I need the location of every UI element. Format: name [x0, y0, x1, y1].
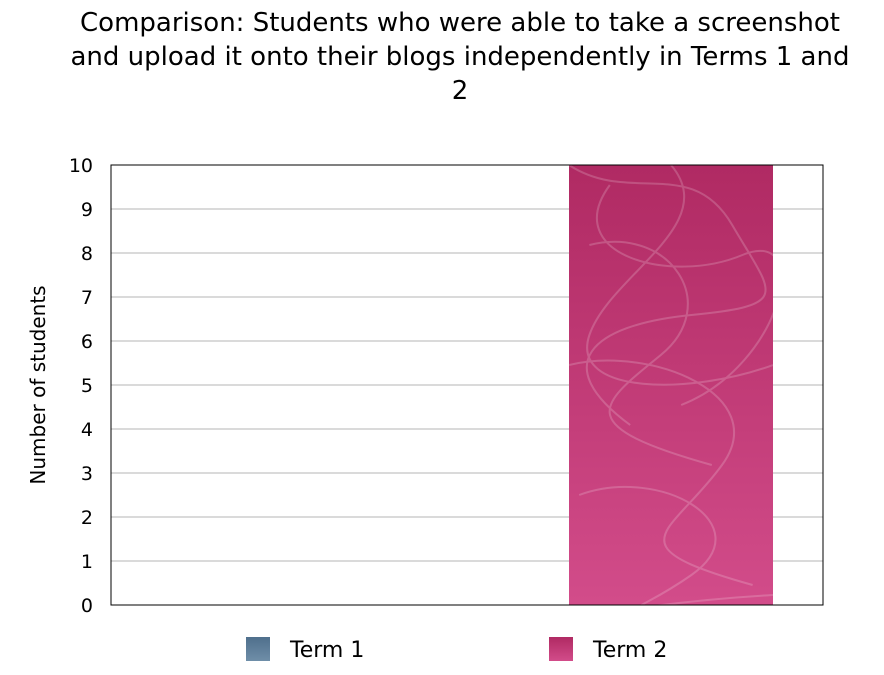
legend: Term 1 Term 2 [246, 637, 667, 663]
legend-swatch-term-2 [549, 637, 573, 661]
y-axis-ticks: 0 1 2 3 4 5 6 7 8 9 10 [69, 155, 93, 617]
bar-texture-swirl [569, 359, 753, 586]
y-axis-title: Number of students [26, 285, 50, 484]
y-tick-label: 0 [81, 595, 93, 617]
legend-label-term-1: Term 1 [289, 638, 364, 663]
legend-swatch-term-1 [246, 637, 270, 661]
legend-label-term-2: Term 2 [592, 638, 667, 663]
y-tick-label: 6 [81, 331, 93, 353]
y-tick-label: 7 [81, 287, 93, 309]
y-tick-label: 2 [81, 507, 93, 529]
bars [569, 165, 773, 605]
bar-texture [569, 165, 773, 605]
bar-texture-swirl [586, 165, 773, 386]
bar-texture-swirl [595, 184, 773, 406]
bar-texture-swirl [569, 165, 767, 426]
y-tick-label: 8 [81, 243, 93, 265]
y-tick-label: 5 [81, 375, 93, 397]
plot-area [110, 164, 824, 606]
y-tick-label: 9 [81, 199, 93, 221]
y-tick-label: 1 [81, 551, 93, 573]
bar-texture-swirl [589, 240, 713, 466]
y-tick-label: 3 [81, 463, 93, 485]
y-tick-label: 4 [81, 419, 93, 441]
bar-term-2 [569, 165, 773, 605]
chart-title: Comparison: Students who were able to ta… [70, 8, 850, 106]
bar-texture-swirl [578, 486, 773, 605]
y-tick-label: 10 [69, 155, 93, 177]
